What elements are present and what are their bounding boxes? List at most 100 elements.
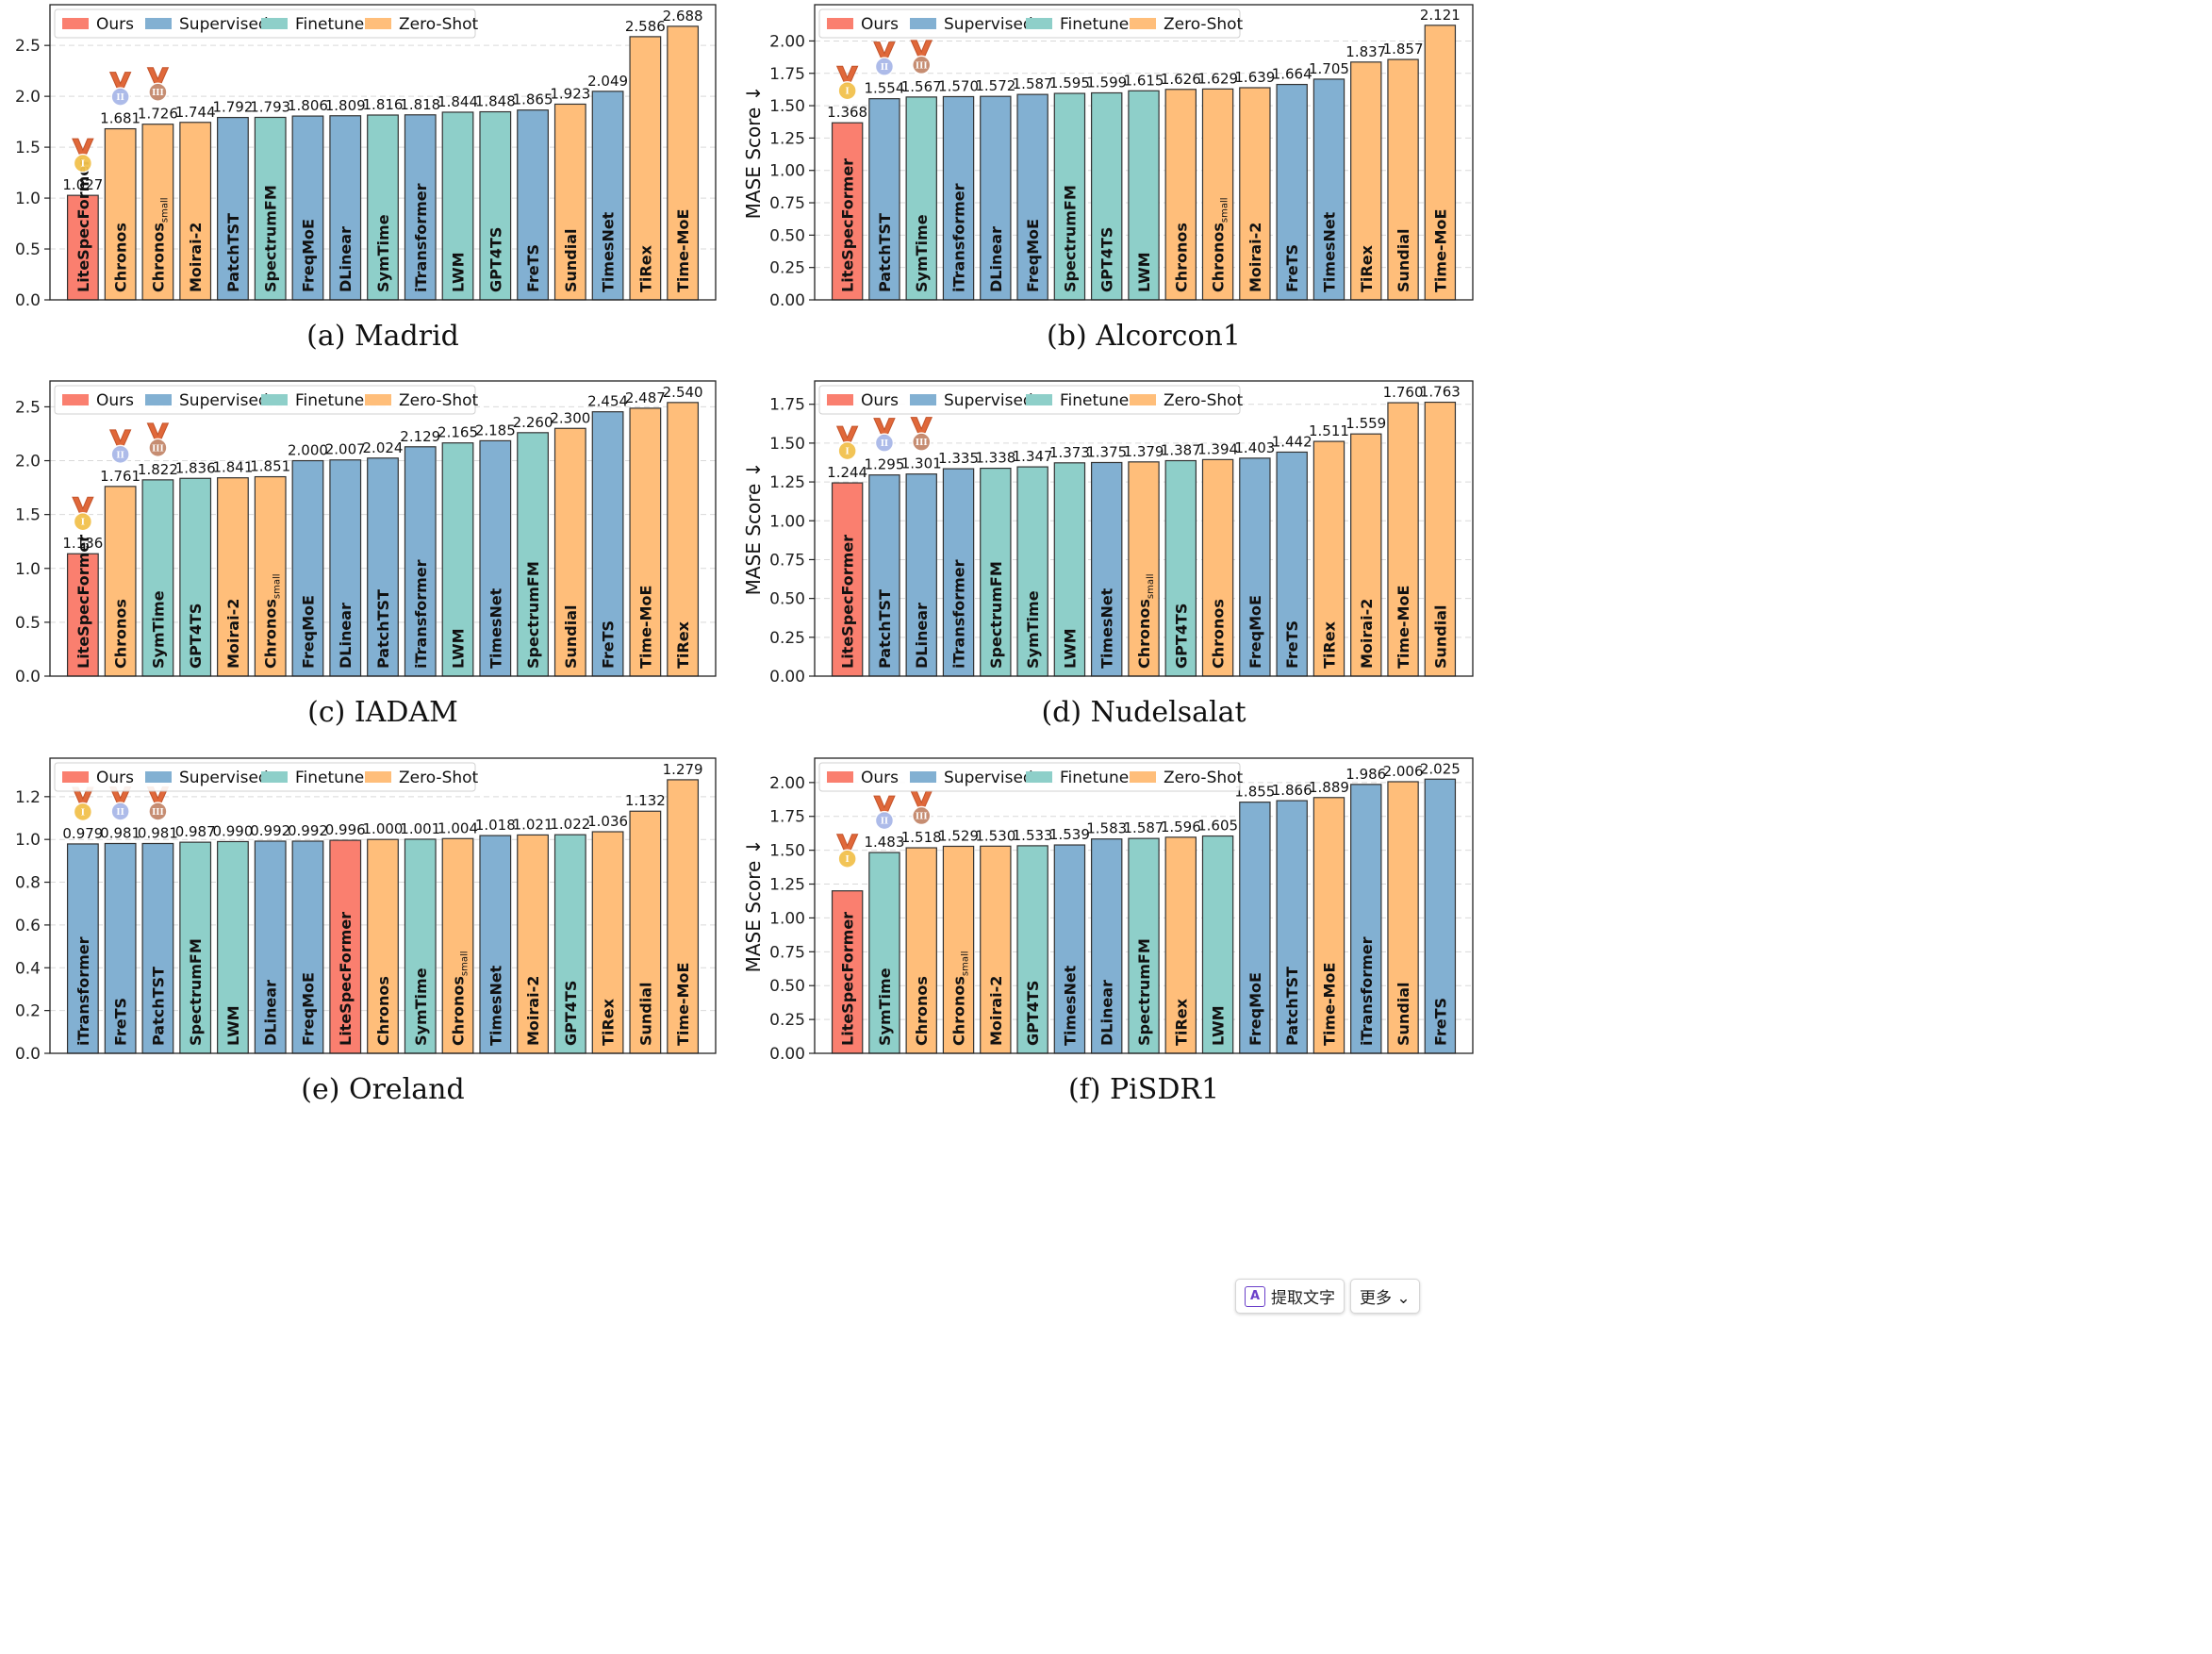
data-label: 0.992 (288, 822, 328, 839)
data-label: 1.001 (400, 820, 440, 837)
category-label: FreqMoE (299, 972, 317, 1046)
legend-swatch-finetune (261, 18, 288, 29)
y-tick-label: 1.25 (769, 129, 805, 148)
legend-swatch-supervised (910, 18, 936, 29)
legend-swatch-ours (62, 18, 89, 29)
legend-label-supervised: Supervised (179, 769, 269, 787)
medal-disc (837, 440, 857, 461)
bar-time-moe (667, 779, 700, 1054)
data-label: 0.979 (62, 825, 103, 842)
bar-time-moe (667, 25, 700, 301)
data-label: 0.996 (325, 821, 366, 838)
data-label: 2.165 (437, 424, 478, 441)
legend-label-zeroshot: Zero-Shot (399, 15, 479, 34)
category-subscript: small (159, 197, 170, 223)
data-label: 1.375 (1086, 443, 1127, 460)
bar-spectrumfm (1128, 837, 1160, 1054)
medal-numeral: II (881, 63, 888, 73)
bar-frets (1276, 83, 1308, 301)
legend-label-ours: Ours (96, 15, 134, 34)
data-label: 2.300 (550, 409, 590, 426)
y-tick-label: 1.5 (15, 139, 41, 157)
y-tick-label: 0.00 (769, 291, 805, 310)
category-label: SymTime (876, 968, 894, 1046)
category-label: LWM (1210, 1005, 1228, 1046)
medal-3-icon: III (146, 67, 170, 102)
data-label: 1.986 (1345, 766, 1386, 783)
legend-label-finetune: Finetune (1060, 769, 1129, 787)
bar-lwm (1128, 90, 1160, 301)
data-label: 1.442 (1272, 433, 1312, 450)
data-label: 1.844 (437, 93, 478, 110)
medal-disc (911, 55, 932, 75)
axes-frame (814, 4, 1474, 301)
legend-label-zeroshot: Zero-Shot (1164, 15, 1244, 34)
data-label: 2.000 (288, 442, 328, 459)
bar-frets (517, 109, 549, 301)
axes-frame (49, 4, 717, 301)
category-label: LiteSpecFormer (839, 535, 857, 669)
category-label: LiteSpecFormer (337, 912, 355, 1046)
bar-moirai-2 (179, 122, 212, 301)
data-label: 2.121 (1420, 7, 1461, 24)
data-label: 2.025 (1420, 760, 1461, 777)
bar-freqmoe (291, 840, 324, 1054)
y-tick-label: 0.25 (769, 1011, 805, 1030)
bar-timesnet (479, 835, 512, 1054)
category-label: PatchTST (876, 589, 894, 669)
y-tick-label: 0.4 (15, 959, 41, 978)
panel-caption: (c) IADAM (307, 696, 458, 729)
bar-tirex (1350, 61, 1382, 301)
medal-2-icon: II (873, 41, 896, 76)
bar-gpt4ts (1164, 459, 1197, 677)
bar-timesnet (479, 439, 512, 677)
data-label: 2.260 (513, 414, 553, 431)
medal-numeral: III (152, 444, 164, 454)
medal-numeral: I (846, 448, 850, 457)
bar-freqmoe (291, 459, 324, 677)
medal-numeral: III (916, 61, 928, 71)
data-label: 1.004 (437, 819, 478, 836)
category-subscript: small (272, 573, 283, 599)
medal-numeral: I (81, 519, 85, 528)
y-tick-label: 0.50 (769, 977, 805, 996)
category-label: TimesNet (1061, 965, 1079, 1046)
legend-label-supervised: Supervised (944, 391, 1033, 410)
category-label: Sundial (1395, 228, 1412, 292)
category-label: Time-MoE (1395, 586, 1412, 669)
medal-1-icon: I (72, 138, 94, 174)
legend-label-finetune: Finetune (1060, 15, 1129, 34)
data-label: 1.530 (975, 827, 1015, 844)
data-label: 1.279 (663, 761, 703, 778)
bar-series: 1.244 LiteSpecFormer 1.295 PatchTST 1.301 DLi… (827, 384, 1461, 677)
category-label: SymTime (149, 590, 167, 669)
data-label: 1.539 (1049, 826, 1090, 843)
extract-text-button[interactable]: A 提取文字 (1235, 1279, 1345, 1314)
y-axis-label: MASE Score ↓ (742, 839, 765, 973)
legend-swatch-finetune (1026, 771, 1052, 783)
legend-swatch-finetune (1026, 18, 1052, 29)
more-label: 更多 ⌄ (1360, 1289, 1411, 1308)
bar-series: LiteSpecFormer 1.483 SymTime 1.518 Chronos 1.… (831, 760, 1461, 1054)
data-label: 1.387 (1161, 442, 1201, 459)
panel-caption: (d) Nudelsalat (1041, 696, 1246, 729)
data-label: 1.595 (1049, 74, 1090, 91)
category-label: SpectrumFM (1061, 185, 1079, 292)
data-label: 1.587 (1124, 819, 1164, 836)
legend-swatch-ours (62, 771, 89, 783)
data-label: 1.615 (1124, 72, 1164, 89)
category-label: Time-MoE (1320, 963, 1338, 1046)
data-label: 1.761 (100, 468, 140, 485)
y-tick-label: 0.75 (769, 943, 805, 962)
data-label: 2.006 (1383, 763, 1424, 780)
axes-frame (814, 757, 1474, 1054)
data-label: 1.368 (827, 104, 867, 121)
bar-moirai-2 (1239, 87, 1271, 301)
axes-frame (814, 380, 1474, 677)
legend-label-ours: Ours (861, 391, 899, 410)
y-tick-label: 0.0 (15, 1045, 41, 1064)
bar-sundial (1424, 401, 1457, 677)
category-label: TiRex (1172, 998, 1190, 1046)
legend-swatch-finetune (261, 771, 288, 783)
more-button[interactable]: 更多 ⌄ (1350, 1279, 1420, 1314)
